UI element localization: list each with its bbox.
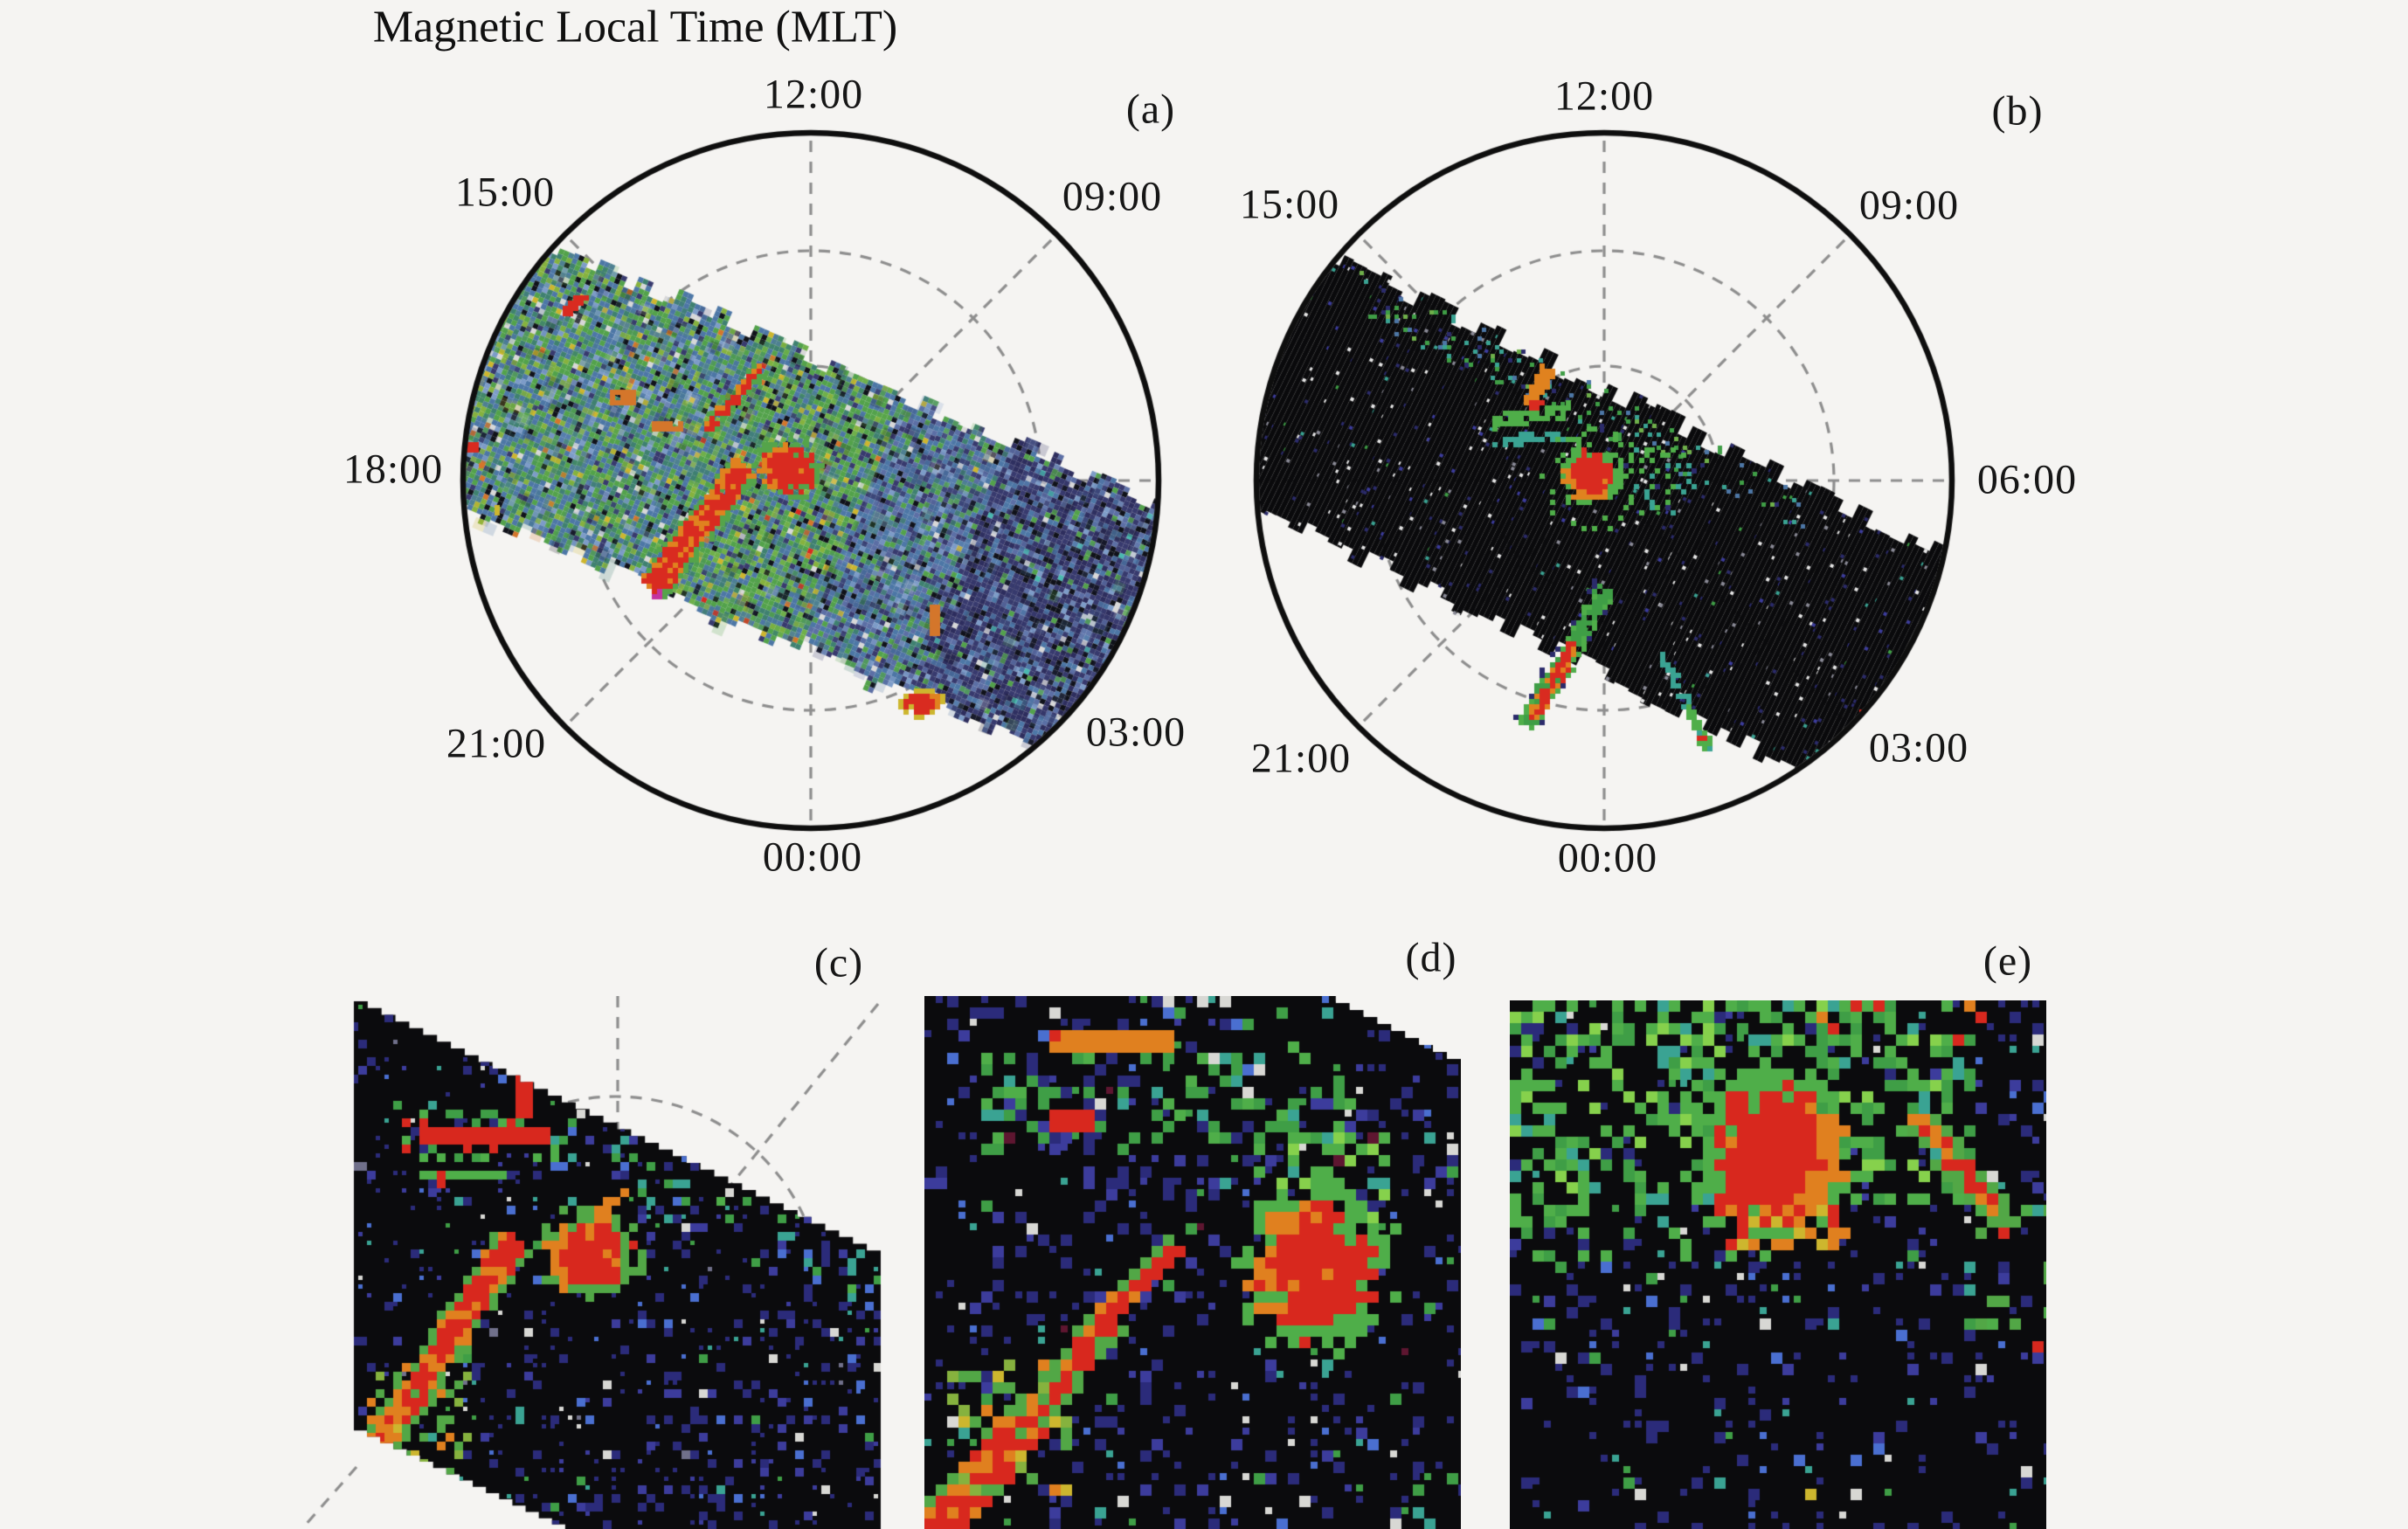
mlt-b-0300: 03:00: [1868, 724, 1969, 771]
mlt-b-0000: 00:00: [1557, 834, 1658, 882]
panel-c-letter: (c): [813, 939, 864, 986]
mlt-b-1200: 12:00: [1553, 73, 1655, 120]
zoom-panel-e-canvas: [1510, 1000, 2046, 1529]
mlt-a-1800: 18:00: [343, 446, 444, 493]
mlt-a-0300: 03:00: [1085, 709, 1187, 756]
mlt-a-0000: 00:00: [762, 834, 863, 881]
panel-d-letter: (d): [1405, 934, 1457, 981]
mlt-b-1500: 15:00: [1239, 181, 1340, 228]
polar-plot-b-canvas: [1246, 122, 1962, 839]
figure-title: Magnetic Local Time (MLT): [372, 2, 898, 52]
panel-e-letter: (e): [1982, 937, 2033, 985]
mlt-a-1200: 12:00: [763, 71, 864, 118]
mlt-a-0900: 09:00: [1062, 173, 1163, 220]
mlt-a-2100: 21:00: [446, 720, 547, 767]
mlt-b-0900: 09:00: [1858, 182, 1960, 229]
mlt-a-1500: 15:00: [454, 169, 556, 216]
zoom-panel-c-canvas: [306, 996, 887, 1529]
panel-a-letter: (a): [1125, 86, 1176, 133]
mlt-b-2100: 21:00: [1250, 735, 1352, 782]
panel-b-letter: (b): [1991, 87, 2044, 135]
mlt-b-0600: 06:00: [1976, 456, 2078, 503]
polar-plot-a-canvas: [453, 122, 1169, 839]
zoom-panel-d-canvas: [924, 996, 1461, 1529]
